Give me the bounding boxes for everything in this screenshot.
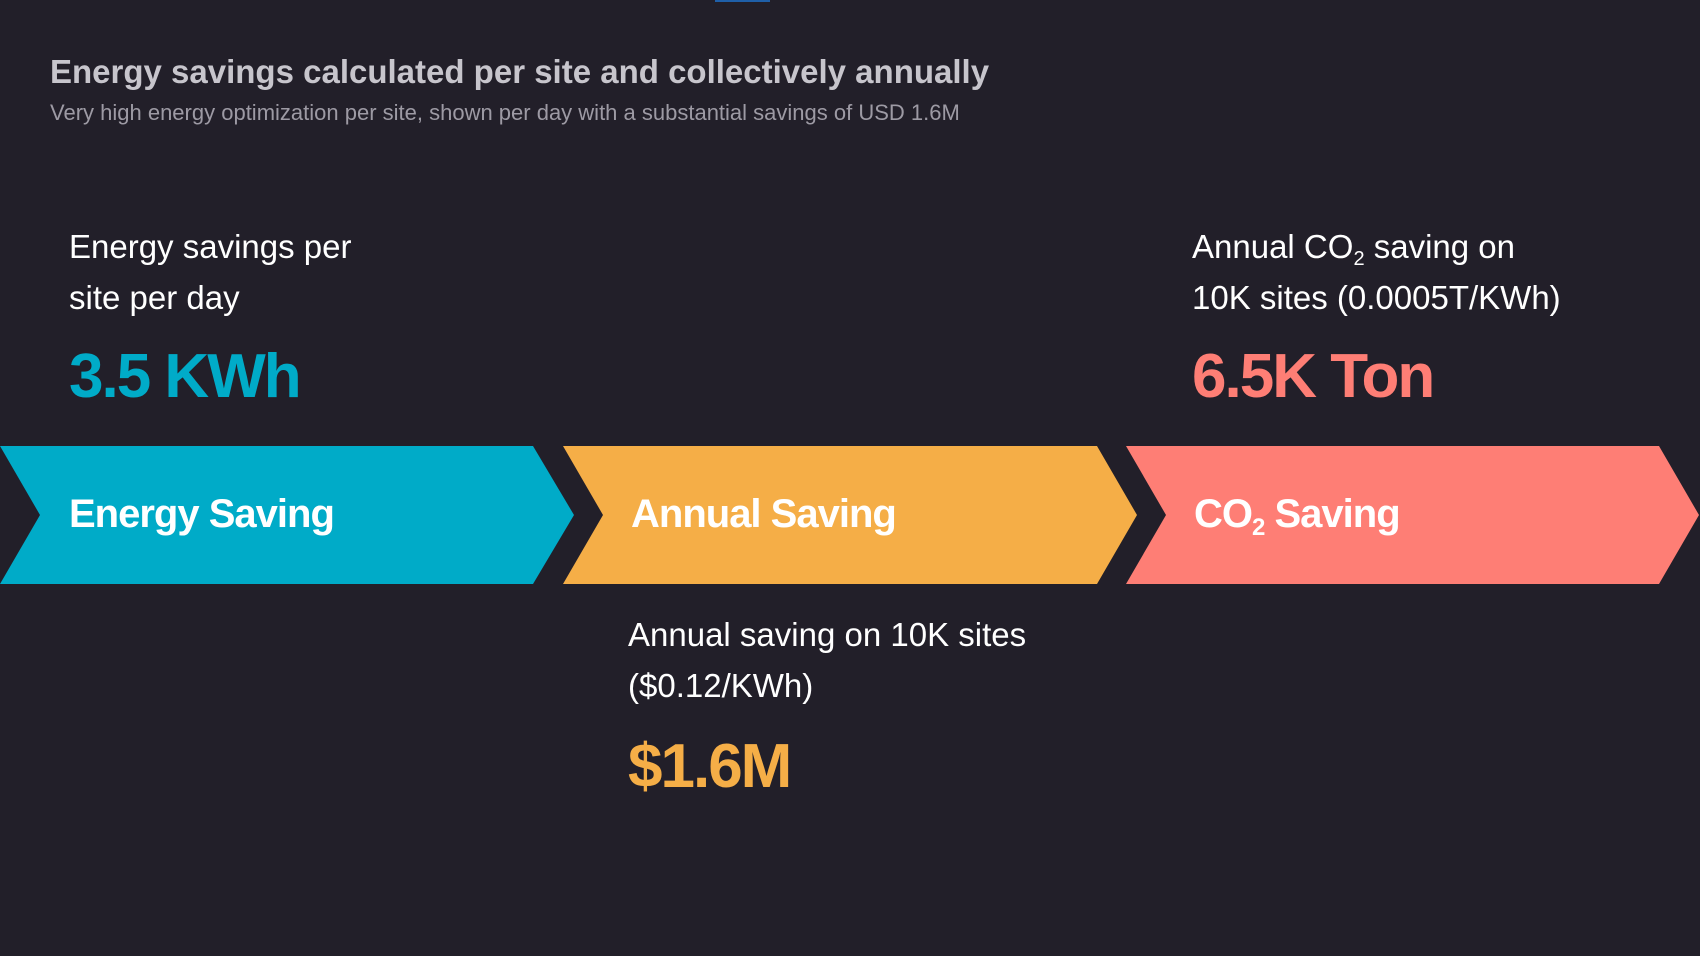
co2-saving-label-subscript: 2 [1252, 514, 1265, 541]
annual-chevron-shape [563, 446, 1137, 584]
energy-description-line2: site per day [69, 279, 240, 316]
energy-description-line1: Energy savings per [69, 228, 352, 265]
co2-description-suffix: saving on [1364, 228, 1515, 265]
energy-value: 3.5 KWh [69, 342, 302, 411]
annual-description-line2: ($0.12/KWh) [628, 667, 814, 704]
annual-saving-label: Annual Saving [631, 492, 897, 536]
co2-saving-label: CO2 Saving [1194, 492, 1401, 540]
annual-value: $1.6M [628, 732, 792, 801]
annual-saving-chevron: Annual Saving [563, 446, 1138, 584]
energy-saving-label: Energy Saving [69, 492, 335, 536]
energy-saving-chevron: Energy Saving [0, 446, 575, 584]
co2-description-line1: Annual CO2 saving on [1192, 221, 1561, 272]
co2-chevron-shape [1126, 446, 1699, 584]
co2-description: Annual CO2 saving on 10K sites (0.0005T/… [1192, 221, 1561, 323]
top-accent-bar [715, 0, 770, 2]
energy-description: Energy savings per site per day [69, 221, 351, 323]
co2-description-line2: 10K sites (0.0005T/KWh) [1192, 279, 1561, 316]
co2-saving-chevron: CO2 Saving [1126, 446, 1700, 584]
annual-description-line1: Annual saving on 10K sites [628, 616, 1027, 653]
energy-chevron-shape [0, 446, 574, 584]
page-subtitle: Very high energy optimization per site, … [50, 100, 960, 125]
co2-saving-label-suffix: Saving [1264, 492, 1400, 536]
co2-value: 6.5K Ton [1192, 342, 1435, 411]
co2-saving-label-prefix: CO [1194, 492, 1253, 536]
co2-description-subscript: 2 [1353, 248, 1365, 270]
co2-description-prefix: Annual CO [1192, 228, 1354, 265]
page-title: Energy savings calculated per site and c… [50, 53, 990, 90]
annual-description: Annual saving on 10K sites ($0.12/KWh) [628, 609, 1026, 711]
